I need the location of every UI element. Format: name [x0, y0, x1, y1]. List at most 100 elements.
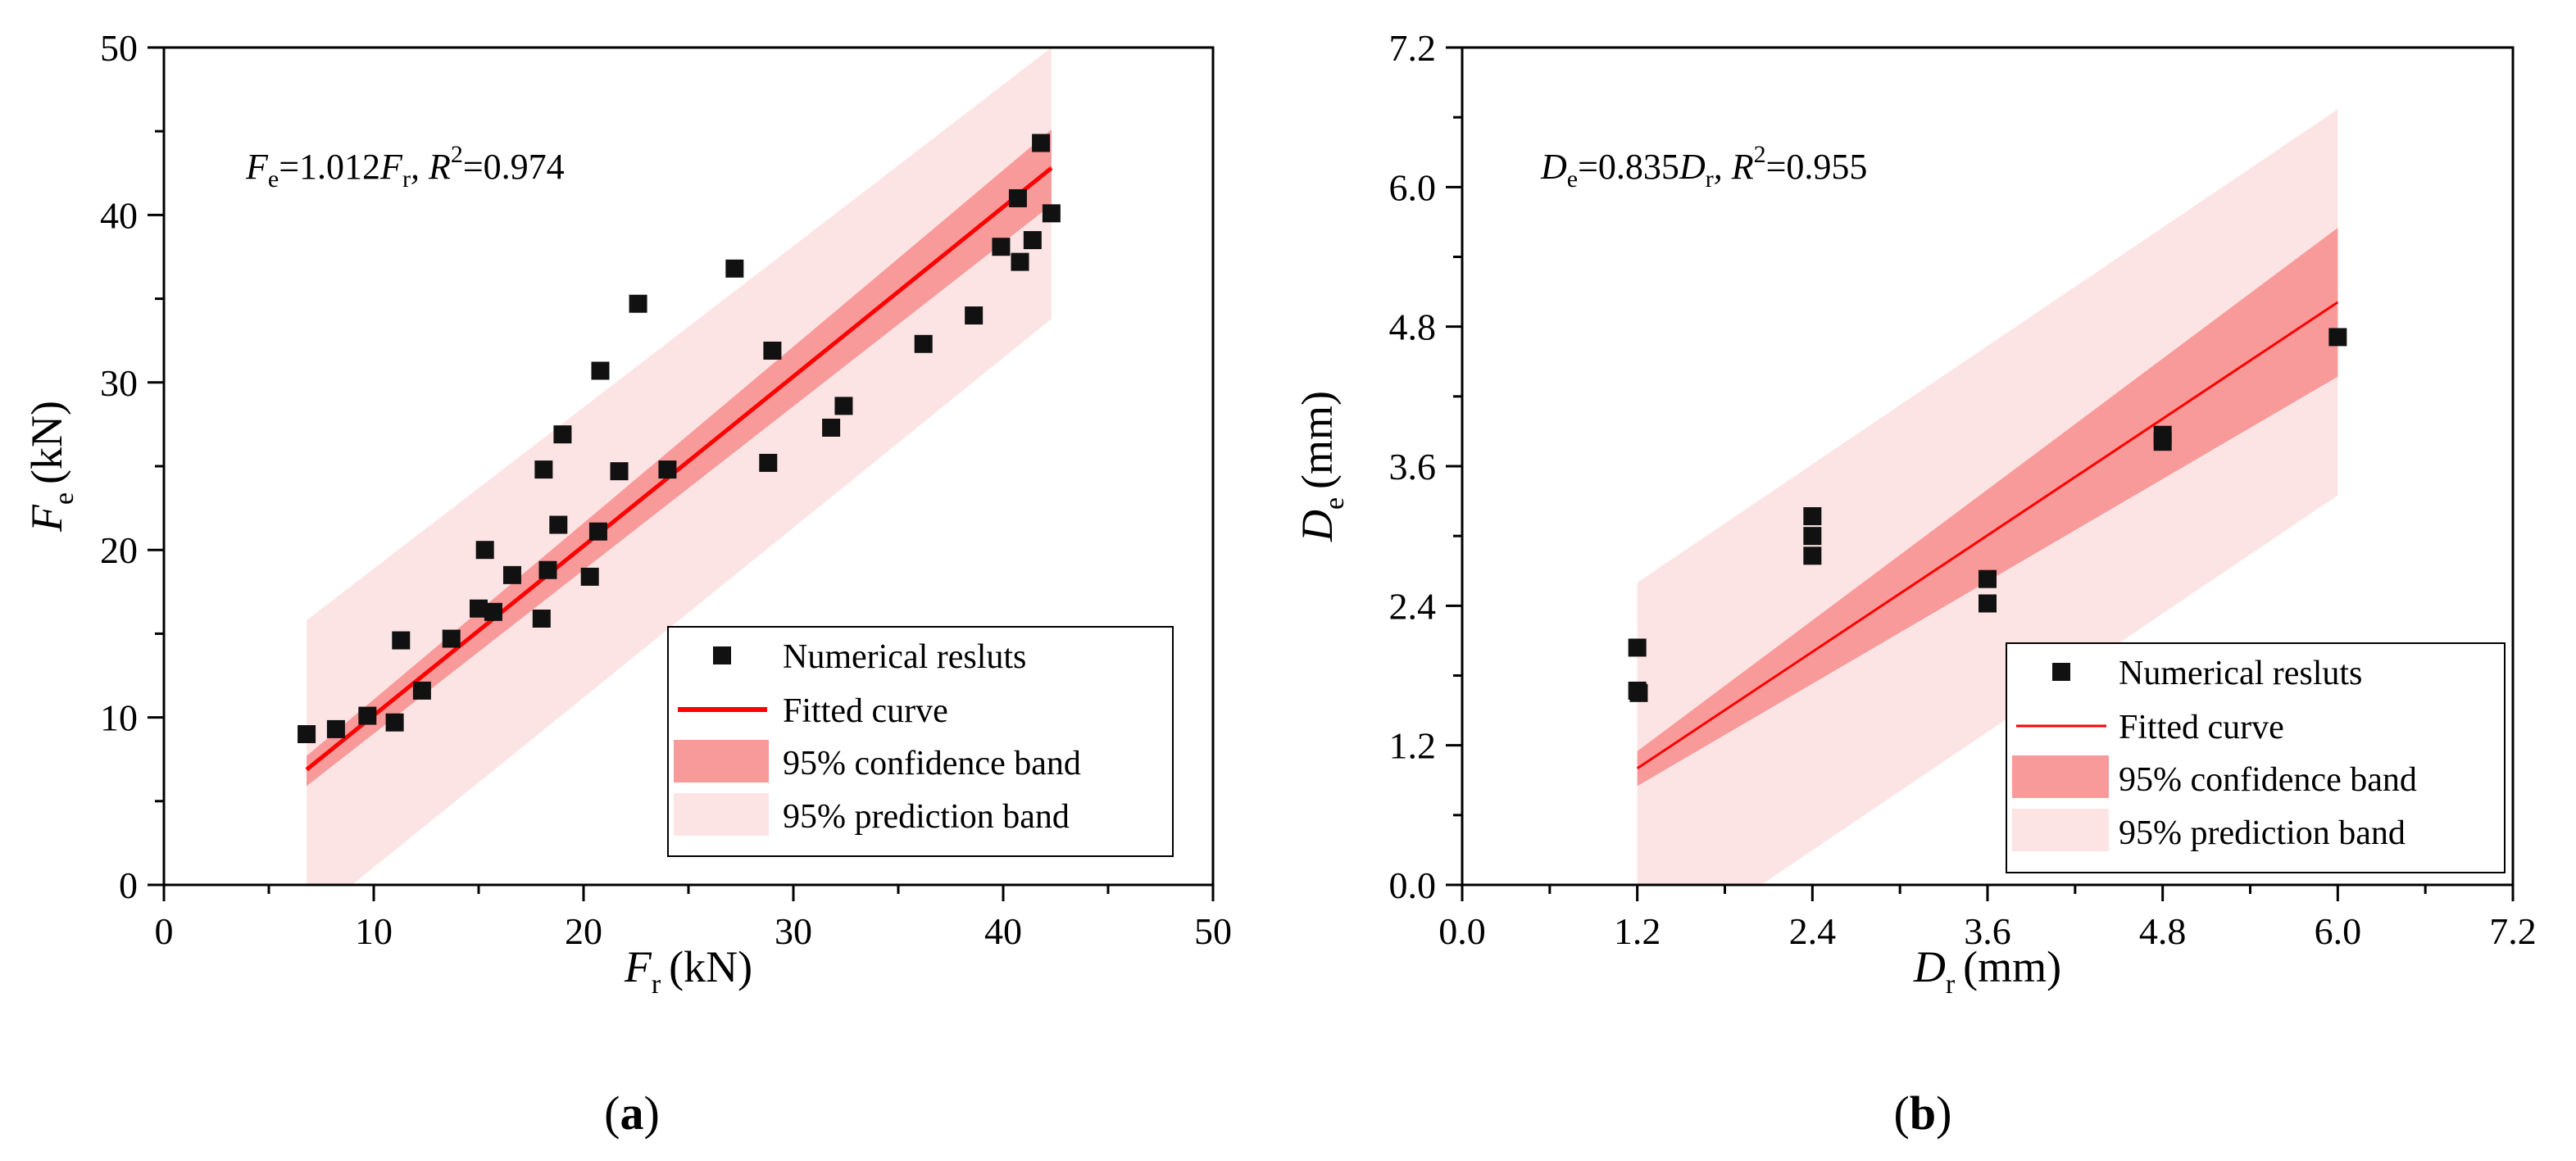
x-tick-label: 30: [775, 910, 812, 952]
y-tick-label: 10: [100, 697, 138, 739]
confidence-band-b: [1637, 228, 2338, 787]
confidence-band-a: [307, 129, 1052, 787]
legend-label-fitted-b: Fitted curve: [2119, 709, 2284, 746]
confidence-band-area: [1637, 228, 2338, 787]
legend-prediction-swatch-b: [2012, 809, 2109, 851]
fitted-line: [305, 166, 1053, 772]
y-tick-label: 1.2: [1389, 725, 1437, 767]
x-tick-label: 1.2: [1614, 910, 1661, 952]
data-point: [588, 522, 607, 541]
data-point: [822, 418, 841, 437]
x-axis-title-a: Fr (kN): [624, 942, 752, 1000]
y-tick-label: 0.0: [1389, 864, 1437, 906]
data-point: [1979, 594, 1997, 613]
legend-label-numerical-a: Numerical resluts: [783, 638, 1026, 676]
y-tick-label: 6.0: [1389, 166, 1437, 208]
data-point: [1803, 527, 1822, 546]
data-point: [965, 306, 984, 325]
data-point: [1008, 188, 1027, 207]
data-point: [1032, 134, 1051, 152]
data-point: [763, 341, 782, 360]
data-point: [1011, 252, 1029, 271]
data-point: [502, 565, 521, 584]
data-point: [298, 725, 316, 744]
y-tick-label: 0: [119, 864, 138, 906]
data-point: [1628, 638, 1647, 657]
data-point: [1042, 204, 1061, 223]
x-tick-label: 0: [155, 910, 174, 952]
x-tick-label: 2.4: [1789, 910, 1837, 952]
data-point: [385, 713, 404, 732]
data-point: [532, 610, 551, 628]
data-point: [475, 541, 494, 560]
data-point: [553, 425, 572, 444]
data-point: [759, 453, 778, 472]
data-point: [1803, 507, 1822, 526]
data-point: [834, 397, 853, 415]
legend-prediction-swatch-a: [674, 793, 769, 836]
data-point: [725, 259, 744, 278]
data-point: [914, 334, 933, 353]
x-tick-label: 7.2: [2489, 910, 2537, 952]
data-point: [1803, 546, 1822, 565]
y-tick-label: 20: [100, 529, 138, 571]
y-tick-label: 4.8: [1389, 306, 1437, 348]
equation-a: Fe=1.012Fr, R2=0.974: [245, 141, 565, 193]
data-points-a: [298, 134, 1061, 744]
legend-marker-swatch-b: [2052, 663, 2070, 681]
equation-b: De=0.835Dr, R2=0.955: [1540, 141, 1867, 193]
data-point: [326, 719, 345, 738]
data-point: [1023, 231, 1042, 250]
legend-label-prediction-a: 95% prediction band: [783, 798, 1070, 836]
data-point: [2153, 433, 2172, 451]
y-ticks-b: 0.0 1.2 2.4 3.6 4.8 6.0 7.2: [1389, 27, 1462, 906]
data-point: [591, 361, 610, 380]
data-point: [470, 599, 488, 618]
fitted-line-a: [305, 166, 1053, 772]
data-point: [392, 631, 411, 650]
x-axis-title-b: Dr (mm): [1913, 942, 2061, 1000]
data-point: [992, 238, 1011, 256]
panel-b: 0.0 1.2 2.4 3.6 4.8 6.0 7.2 0.0 1.2 2.4 3.6 4.8 6.0…: [1293, 27, 2537, 1140]
data-point: [580, 567, 599, 586]
x-tick-label: 0.0: [1438, 910, 1486, 952]
data-point: [2328, 328, 2347, 347]
data-point: [1979, 569, 1997, 588]
y-tick-label: 7.2: [1389, 27, 1437, 69]
legend-label-confidence-b: 95% confidence band: [2119, 761, 2417, 799]
legend-a: Numerical resluts Fitted curve 95% confi…: [667, 626, 1174, 857]
legend-confidence-swatch-b: [2012, 755, 2109, 798]
data-point: [610, 462, 629, 481]
data-point: [538, 560, 557, 579]
data-point: [534, 460, 553, 479]
legend-marker-swatch-a: [713, 646, 731, 664]
legend-label-numerical-b: Numerical resluts: [2119, 655, 2362, 692]
x-tick-label: 4.8: [2139, 910, 2187, 952]
legend-b: Numerical resluts Fitted curve 95% confi…: [2006, 642, 2506, 873]
x-tick-label: 3.6: [1964, 910, 2011, 952]
data-point: [412, 681, 431, 700]
data-point: [442, 629, 461, 648]
x-tick-label: 40: [984, 910, 1022, 952]
y-tick-label: 40: [100, 194, 138, 236]
legend-label-confidence-a: 95% confidence band: [783, 745, 1081, 782]
legend-confidence-swatch-a: [674, 740, 769, 782]
y-tick-label: 30: [100, 362, 138, 404]
x-tick-label: 50: [1194, 910, 1232, 952]
x-ticks-b: 0.0 1.2 2.4 3.6 4.8 6.0 7.2: [1438, 885, 2537, 952]
data-point: [484, 602, 502, 621]
data-point: [358, 706, 377, 725]
y-tick-label: 3.6: [1389, 446, 1437, 488]
fitted-line-b: [1636, 301, 2339, 770]
x-tick-label: 10: [355, 910, 393, 952]
fitted-line: [1636, 301, 2339, 770]
data-point: [549, 515, 568, 534]
data-points-b: [1628, 328, 2347, 702]
y-axis-title-a: Fe(kN): [22, 401, 80, 533]
y-tick-label: 2.4: [1389, 585, 1437, 627]
panel-label-a: (a): [604, 1086, 660, 1140]
y-ticks-a: 0 10 20 30 40 50: [100, 27, 164, 906]
y-axis-title-b: De(mm): [1293, 391, 1350, 542]
confidence-band-area: [307, 129, 1052, 787]
